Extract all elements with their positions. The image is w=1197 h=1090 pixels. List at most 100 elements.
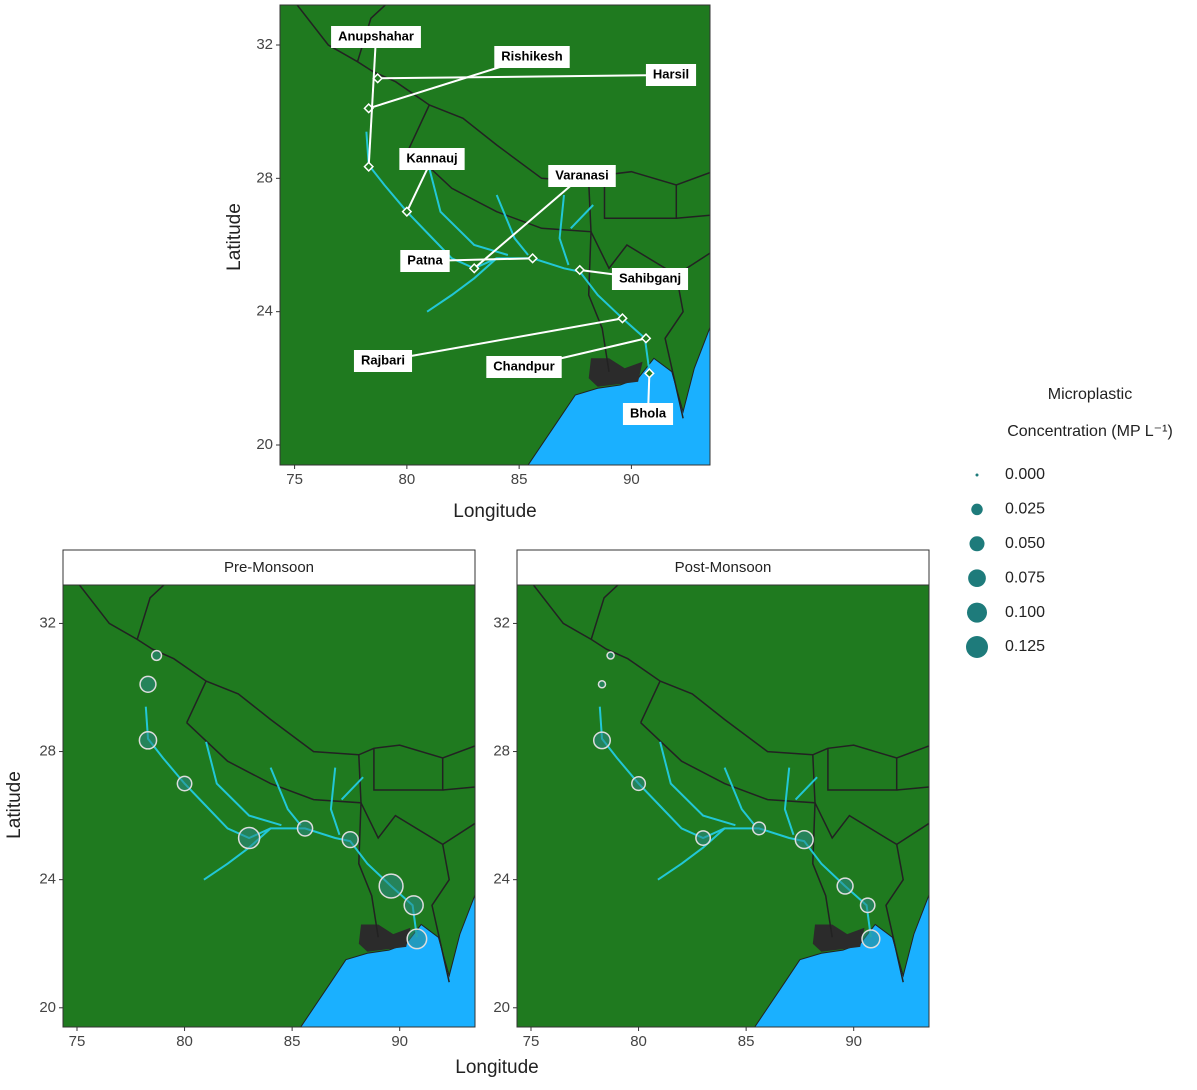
y-tick-label: 20: [39, 999, 56, 1016]
border: [603, 175, 678, 220]
map-panel: [280, 5, 710, 465]
concentration-bubble: [597, 680, 607, 689]
site-label: Varanasi: [555, 167, 609, 182]
x-tick-label: 90: [845, 1033, 862, 1050]
strip-label: Pre-Monsoon: [224, 559, 314, 576]
strip: [62, 549, 476, 586]
border: [408, 104, 430, 149]
leader-line: [382, 317, 623, 362]
site-label-box: [622, 403, 674, 425]
site-marker: [617, 313, 628, 324]
concentration-bubble: [861, 929, 881, 949]
site-label: Anupshahar: [338, 28, 414, 43]
y-tick-label: 32: [39, 614, 56, 631]
delta: [358, 924, 411, 952]
river: [783, 767, 795, 836]
x-tick-label: 75: [286, 471, 303, 488]
legend-label: 0.125: [1005, 638, 1045, 655]
river: [659, 741, 736, 827]
x-tick-label: 85: [511, 471, 528, 488]
site-marker: [574, 264, 586, 276]
site-label: Rajbari: [361, 352, 405, 367]
border: [442, 786, 475, 791]
river: [329, 767, 341, 836]
strip-label: Post-Monsoon: [675, 559, 772, 576]
leader-line: [377, 74, 672, 80]
y-tick-label: 32: [493, 614, 510, 631]
site-marker: [363, 161, 374, 172]
y-axis-label: Latitude: [4, 771, 25, 839]
legend-label: 0.025: [1005, 501, 1045, 518]
x-tick-label: 85: [284, 1033, 301, 1050]
site-label-box: [611, 268, 689, 290]
concentration-bubble: [859, 897, 876, 914]
site-marker: [401, 206, 413, 217]
river: [269, 767, 302, 826]
site-marker: [527, 253, 538, 264]
legend-label: 0.075: [1005, 569, 1045, 586]
border: [587, 231, 610, 372]
river: [205, 741, 282, 827]
border: [532, 585, 929, 759]
river: [426, 257, 498, 313]
legend-key: [967, 602, 987, 623]
y-tick-label: 24: [256, 303, 273, 320]
border: [408, 147, 592, 233]
legend-label: 0.050: [1005, 535, 1045, 552]
y-tick-label: 28: [256, 169, 273, 186]
border: [896, 786, 929, 791]
legend-title: Microplastic: [1048, 386, 1132, 403]
concentration-bubble: [378, 873, 404, 899]
site-label: Sahibganj: [619, 270, 681, 285]
border: [676, 214, 710, 220]
x-axis-label: Longitude: [455, 1057, 538, 1078]
legend-key: [966, 636, 988, 658]
panel-frame: [279, 4, 711, 466]
site-label-box: [486, 356, 562, 378]
site-label: Patna: [407, 252, 443, 267]
river: [495, 194, 529, 256]
x-tick-label: 90: [623, 471, 640, 488]
y-tick-label: 24: [39, 871, 56, 888]
concentration-bubble: [592, 731, 611, 750]
site-marker: [468, 263, 480, 274]
legend-label: 0.100: [1005, 604, 1045, 621]
site-label: Bhola: [630, 405, 667, 420]
map-panel: [517, 585, 929, 1027]
map-panel: [63, 585, 475, 1027]
site-label-box: [548, 165, 616, 187]
delta: [812, 924, 865, 952]
river: [558, 194, 570, 266]
river: [570, 204, 594, 229]
concentration-bubble: [606, 651, 615, 660]
concentration-bubble: [139, 675, 157, 693]
border: [186, 722, 362, 804]
site-marker: [644, 368, 655, 379]
x-tick-label: 80: [630, 1033, 647, 1050]
river: [657, 827, 726, 881]
sea: [300, 893, 475, 1027]
y-tick-label: 20: [493, 999, 510, 1016]
legend-key: [975, 473, 979, 477]
leader-line: [473, 175, 583, 270]
border: [186, 680, 207, 724]
concentration-bubble: [176, 775, 193, 792]
river: [794, 776, 818, 801]
concentration-bubble: [695, 830, 712, 846]
river: [723, 767, 756, 826]
x-tick-label: 75: [523, 1033, 540, 1050]
legend-title: Concentration (MP L⁻¹): [1007, 423, 1173, 440]
concentration-bubble: [403, 895, 424, 916]
legend-key: [969, 536, 985, 552]
panel-frame: [516, 584, 930, 1028]
concentration-bubble: [794, 829, 814, 850]
sea: [754, 893, 929, 1027]
border: [896, 822, 929, 846]
y-axis-label: Latitude: [224, 203, 245, 271]
border: [78, 585, 475, 759]
x-tick-label: 90: [391, 1033, 408, 1050]
x-tick-label: 75: [69, 1033, 86, 1050]
site-label: Rishikesh: [501, 48, 562, 63]
panel-frame: [62, 584, 476, 1028]
